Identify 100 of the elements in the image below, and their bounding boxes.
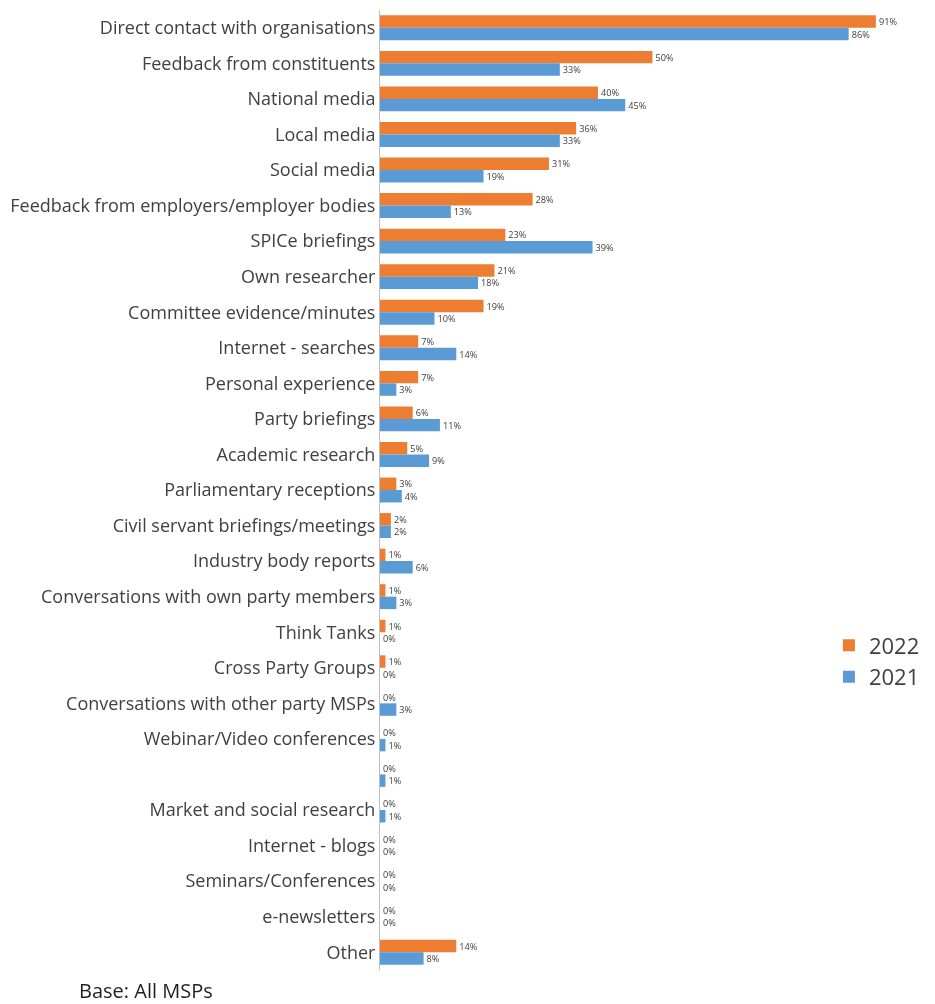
legend-label: 2021 [868,661,920,692]
bar [380,939,457,953]
data-label: 33% [562,134,582,148]
data-label: 0% [383,690,397,704]
data-label: 86% [851,27,871,41]
y-tick-label: Cross Party Groups [213,655,376,680]
y-tick-label: e-newsletters [262,903,376,928]
y-tick-label: Social media [269,157,376,182]
data-label: 13% [453,205,473,219]
data-label: 0% [383,832,397,846]
data-label: 5% [410,441,424,455]
data-label: 2% [393,525,408,539]
bar [380,312,435,325]
data-label: 50% [655,50,674,64]
bar [380,27,849,41]
y-tick-label: Internet - blogs [248,832,376,857]
y-tick-label: Market and social research [149,797,376,822]
y-tick-label: Personal experience [205,370,376,395]
data-label: 7% [421,370,435,384]
data-label: 9% [432,454,446,468]
y-tick-label: Think Tanks [275,619,376,644]
y-tick-label: Internet - searches [218,335,376,360]
data-label: 10% [437,312,456,326]
bar [380,335,419,348]
y-tick-label: Conversations with other party MSPs [66,690,376,715]
data-label: 1% [388,619,402,633]
bar [380,952,424,965]
bar [380,205,451,218]
bar [380,774,386,787]
y-tick-label: SPICe briefings [250,228,376,253]
data-label: 0% [383,904,397,918]
bar [380,418,440,432]
bar [380,122,577,135]
bar [380,490,402,503]
bar [380,15,876,28]
y-tick-label: Committee evidence/minutes [128,299,376,324]
data-label: 23% [508,228,527,242]
data-label: 33% [562,63,582,77]
bar [380,561,413,574]
bar [380,370,419,384]
data-label: 0% [383,761,397,775]
data-label: 0% [383,916,397,930]
y-tick-label: Webinar/Video conferences [143,726,376,751]
data-label: 6% [415,406,429,420]
data-label: 91% [878,15,898,29]
bar [380,454,430,467]
y-tick-label: Feedback from employers/employer bodies [10,192,376,217]
bar [380,383,397,396]
data-label: 14% [459,939,478,953]
data-label: 3% [399,596,413,610]
y-tick-label: Local media [274,121,376,146]
bar [380,63,560,76]
y-tick-label: Industry body reports [193,548,376,573]
data-label: 11% [442,418,462,432]
y-tick-label: National media [247,86,376,111]
bar [380,276,479,290]
data-label: 4% [404,489,419,503]
bar [380,584,386,597]
bar [380,299,484,313]
data-label: 3% [399,383,413,397]
data-label: 40% [601,86,620,100]
data-label: 1% [388,809,402,823]
y-tick-label: Academic research [216,441,376,466]
y-tick-label: Parliamentary receptions [164,477,376,502]
y-tick-label: Direct contact with organisations [99,15,376,40]
bar [380,347,457,361]
legend-label: 2022 [868,629,920,660]
bar [380,596,397,610]
data-label: 3% [399,477,413,491]
data-label: 14% [459,347,478,361]
data-label: 19% [486,169,506,183]
data-label: 1% [388,774,402,788]
data-label: 8% [426,952,440,966]
bar [380,134,560,147]
data-label: 0% [383,845,397,859]
data-label: 3% [399,703,413,717]
data-label: 18% [481,276,500,290]
data-label: 0% [383,868,397,882]
data-label: 0% [383,726,397,740]
data-label: 0% [383,880,397,894]
y-tick-label: Party briefings [254,406,376,431]
data-label: 28% [535,192,555,206]
y-tick-label: Feedback from constituents [141,50,376,75]
y-tick-label: Other [326,939,377,964]
data-label: 1% [388,738,402,752]
data-label: 45% [628,98,647,112]
bar [380,86,598,99]
data-label: 19% [486,299,506,313]
bar [380,477,397,490]
data-label: 0% [383,632,397,646]
data-label: 2% [393,512,408,526]
y-tick-label: Own researcher [241,263,377,288]
data-label: 1% [388,548,402,562]
y-tick-label: Civil servant briefings/meetings [112,512,376,537]
bar [380,170,484,183]
bar [380,241,593,254]
bar [380,98,626,112]
bar [380,442,408,455]
y-tick-label: Conversations with own party members [40,583,376,608]
bar [380,513,391,526]
